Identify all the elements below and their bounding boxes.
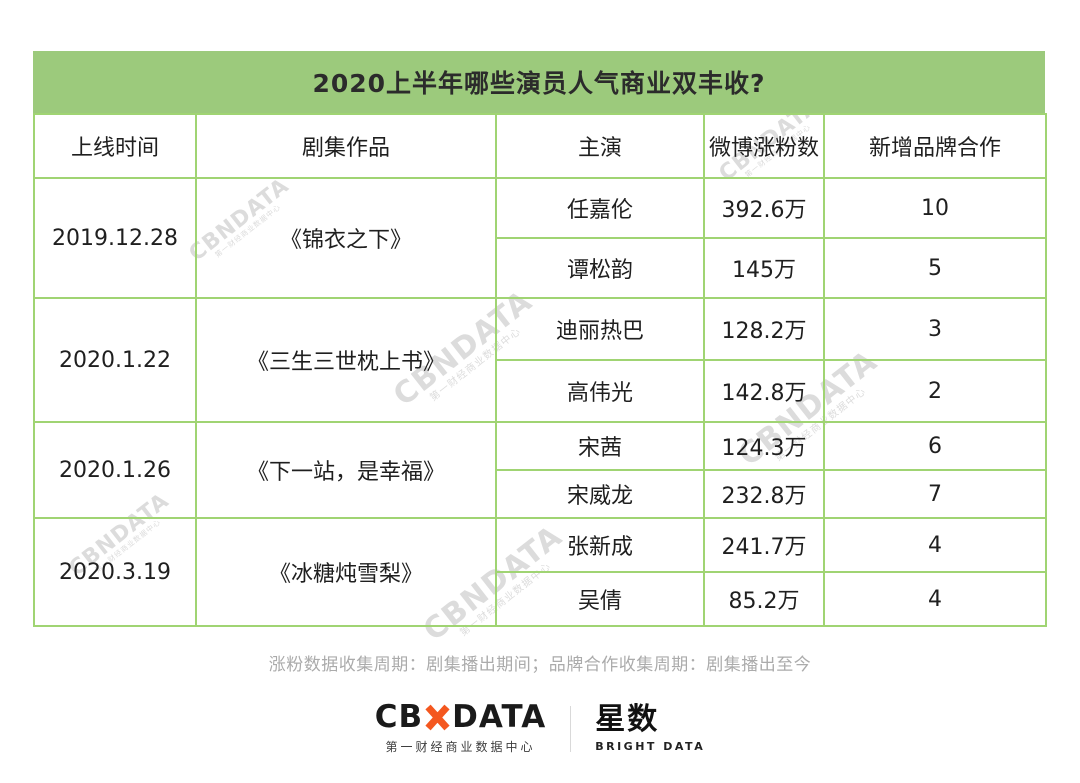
logo-divider: [570, 705, 572, 752]
cell-brands: 7: [823, 469, 1047, 519]
table-row: 2020.1.26 《下一站，是幸福》 宋茜 124.3万 6: [33, 421, 1047, 519]
cell-brands: 4: [823, 571, 1047, 627]
cbn-logo-text-cb: CB: [374, 699, 424, 735]
cell-actor: 宋茜: [495, 421, 705, 471]
col-header-drama: 剧集作品: [195, 113, 497, 179]
cell-brands: 2: [823, 359, 1047, 423]
xingshu-logo-subtitle: BRIGHT DATA: [595, 739, 706, 753]
col-header-launch-date: 上线时间: [33, 113, 197, 179]
cell-date: 2020.3.19: [33, 517, 197, 627]
cell-fans: 85.2万: [703, 571, 825, 627]
cbn-logo-text-data: DATA: [452, 699, 547, 735]
xingshu-logo-name: 星数: [595, 701, 660, 737]
cell-actor: 张新成: [495, 517, 705, 573]
table-row: 谭松韵 145万 5: [34, 237, 1047, 299]
table-row: 2019.12.28 《锦衣之下》 任嘉伦 392.6万 10: [33, 177, 1047, 299]
data-table-wrap: 2020上半年哪些演员人气商业双丰收? 上线时间 剧集作品 主演 微博涨粉数 新…: [33, 51, 1047, 627]
cbn-stylized-n-icon: [425, 704, 450, 731]
cell-drama: 《下一站，是幸福》: [195, 421, 497, 519]
cell-fans: 142.8万: [703, 359, 825, 423]
header-row: 上线时间 剧集作品 主演 微博涨粉数 新增品牌合作: [33, 113, 1047, 179]
table-row: 高伟光 142.8万 2: [34, 359, 1047, 423]
cell-date: 2020.1.22: [33, 297, 197, 423]
cbndata-logo: CB DATA 第一财经商业数据中心: [375, 702, 546, 755]
branding-row: CB DATA 第一财经商业数据中心 星数 BRIGHT DATA: [0, 702, 1080, 755]
cell-fans: 232.8万: [703, 469, 825, 519]
cell-brands: 4: [823, 517, 1047, 573]
cell-drama: 《冰糖炖雪梨》: [195, 517, 497, 627]
col-header-weibo-fans: 微博涨粉数: [703, 113, 825, 179]
cell-brands: 6: [823, 421, 1047, 471]
cell-fans: 128.2万: [703, 297, 825, 361]
cell-date: 2019.12.28: [33, 177, 197, 299]
table-row: 2020.3.19 《冰糖炖雪梨》 张新成 241.7万 4: [33, 517, 1047, 627]
cell-drama: 《三生三世枕上书》: [195, 297, 497, 423]
cbn-logo-subtitle: 第一财经商业数据中心: [385, 740, 536, 754]
cell-actor: 任嘉伦: [495, 177, 705, 239]
cell-brands: 5: [823, 237, 1047, 299]
cell-fans: 124.3万: [703, 421, 825, 471]
cell-brands: 10: [823, 177, 1047, 239]
col-header-brand-deals: 新增品牌合作: [823, 113, 1047, 179]
cell-actor: 宋威龙: [495, 469, 705, 519]
cell-actor: 迪丽热巴: [495, 297, 705, 361]
table-row: 宋威龙 232.8万 7: [34, 469, 1047, 519]
cell-actor: 吴倩: [495, 571, 705, 627]
cell-brands: 3: [823, 297, 1047, 361]
cell-actor: 高伟光: [495, 359, 705, 423]
xingshu-logo: 星数 BRIGHT DATA: [595, 701, 706, 753]
table-row: 吴倩 85.2万 4: [34, 571, 1047, 627]
cell-fans: 241.7万: [703, 517, 825, 573]
cell-fans: 392.6万: [703, 177, 825, 239]
col-header-lead-actor: 主演: [495, 113, 705, 179]
table-row: 2020.1.22 《三生三世枕上书》 迪丽热巴 128.2万 3: [33, 297, 1047, 423]
cell-fans: 145万: [703, 237, 825, 299]
cell-actor: 谭松韵: [495, 237, 705, 299]
cell-drama: 《锦衣之下》: [195, 177, 497, 299]
actors-table: 上线时间 剧集作品 主演 微博涨粉数 新增品牌合作 2019.12.28 《锦衣…: [33, 113, 1047, 627]
cell-date: 2020.1.26: [33, 421, 197, 519]
page-title: 2020上半年哪些演员人气商业双丰收?: [33, 51, 1045, 113]
footnote: 涨粉数据收集周期：剧集播出期间；品牌合作收集周期：剧集播出至今: [268, 655, 812, 675]
